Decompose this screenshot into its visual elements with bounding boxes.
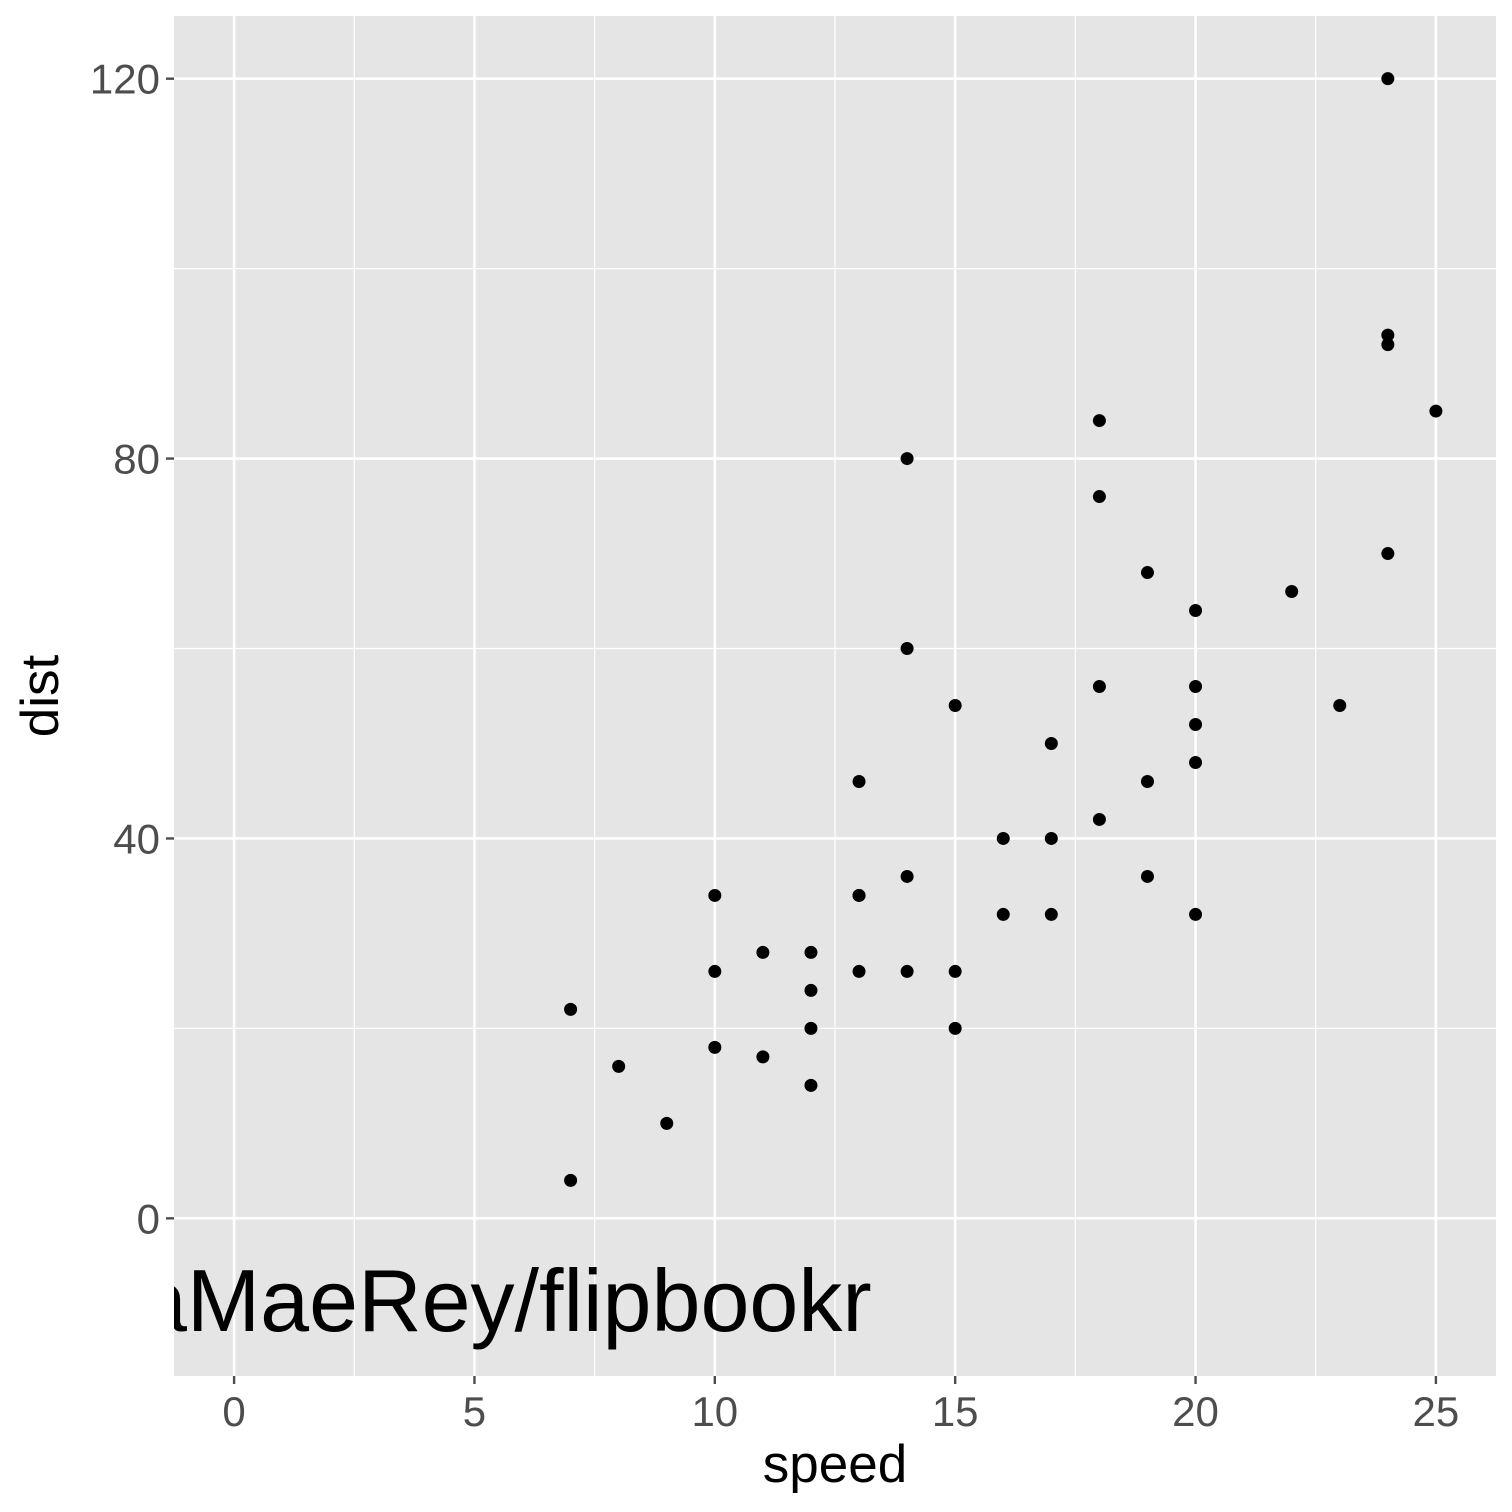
y-axis-title: dist (11, 654, 70, 737)
data-point (804, 1021, 818, 1035)
data-point (1140, 869, 1154, 883)
data-point (1189, 604, 1203, 618)
data-point (948, 1021, 962, 1035)
data-point (1044, 831, 1058, 845)
data-points (564, 72, 1443, 1187)
data-point (1333, 698, 1347, 712)
data-point (1189, 717, 1203, 731)
y-tick-label: 80 (113, 436, 160, 483)
data-point (948, 964, 962, 978)
data-point (996, 907, 1010, 921)
y-tick-label: 40 (113, 815, 160, 862)
data-point (900, 964, 914, 978)
data-point (1092, 680, 1106, 694)
major-gridlines (174, 16, 1496, 1376)
data-point (1429, 404, 1443, 418)
data-point (1189, 907, 1203, 921)
data-point (1140, 774, 1154, 788)
minor-gridlines (174, 16, 1496, 1376)
x-tick-label: 10 (691, 1388, 738, 1435)
data-point (1140, 566, 1154, 580)
data-point (1381, 72, 1395, 86)
x-tick-label: 15 (932, 1388, 979, 1435)
data-point (804, 945, 818, 959)
data-point (708, 1040, 722, 1054)
x-tick-label: 25 (1413, 1388, 1460, 1435)
data-point (804, 1078, 818, 1092)
x-tick-label: 20 (1172, 1388, 1219, 1435)
data-point (900, 452, 914, 466)
data-point (1092, 414, 1106, 428)
data-point (1189, 680, 1203, 694)
data-point (804, 983, 818, 997)
data-point (1189, 755, 1203, 769)
y-axis-ticks: 0 40 80 120 (90, 56, 174, 1242)
x-axis-title: speed (763, 1435, 907, 1494)
data-point (1381, 328, 1395, 342)
y-tick-label: 120 (90, 56, 160, 103)
data-point (852, 964, 866, 978)
data-point (660, 1116, 674, 1130)
data-point (612, 1059, 626, 1073)
data-point (900, 642, 914, 656)
data-point (564, 1173, 578, 1187)
data-point (756, 945, 770, 959)
data-point (708, 964, 722, 978)
data-point (1044, 736, 1058, 750)
data-point (1285, 585, 1299, 599)
data-point (948, 698, 962, 712)
data-point (1381, 547, 1395, 561)
y-tick-label: 0 (137, 1195, 160, 1242)
data-point (852, 774, 866, 788)
x-tick-label: 5 (463, 1388, 486, 1435)
data-point (564, 1002, 578, 1016)
x-axis-ticks: 0 5 10 15 20 25 (222, 1376, 1459, 1435)
annotation-text: aMaeRey/flipbookr (138, 1251, 872, 1350)
data-point (996, 831, 1010, 845)
data-point (756, 1050, 770, 1064)
x-tick-label: 0 (222, 1388, 245, 1435)
data-point (900, 869, 914, 883)
data-point (852, 888, 866, 902)
data-point (1092, 812, 1106, 826)
data-point (1092, 490, 1106, 504)
data-point (1381, 338, 1395, 352)
data-point (708, 888, 722, 902)
data-point (1044, 907, 1058, 921)
